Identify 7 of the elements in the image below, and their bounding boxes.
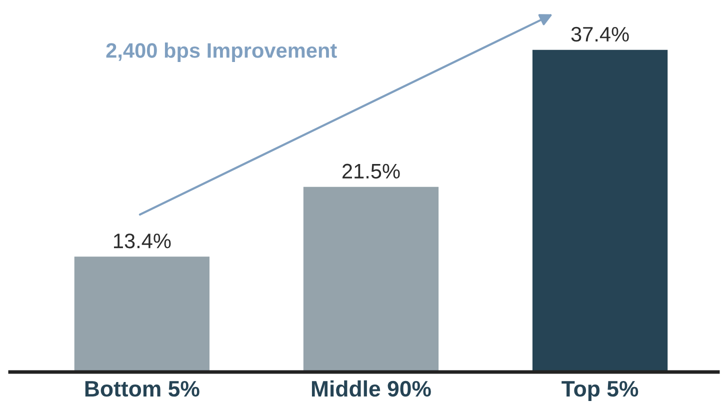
- data-label: 37.4%: [571, 26, 629, 42]
- x-tick-label: Bottom 5%: [85, 380, 200, 397]
- annotation: 2,400 bps Improvement: [106, 42, 337, 62]
- x-tick-label: Middle 90%: [312, 380, 431, 397]
- data-label: 13.4%: [114, 234, 171, 248]
- data-label: 21.5%: [342, 164, 400, 179]
- x-tick-label: Top 5%: [562, 380, 638, 402]
